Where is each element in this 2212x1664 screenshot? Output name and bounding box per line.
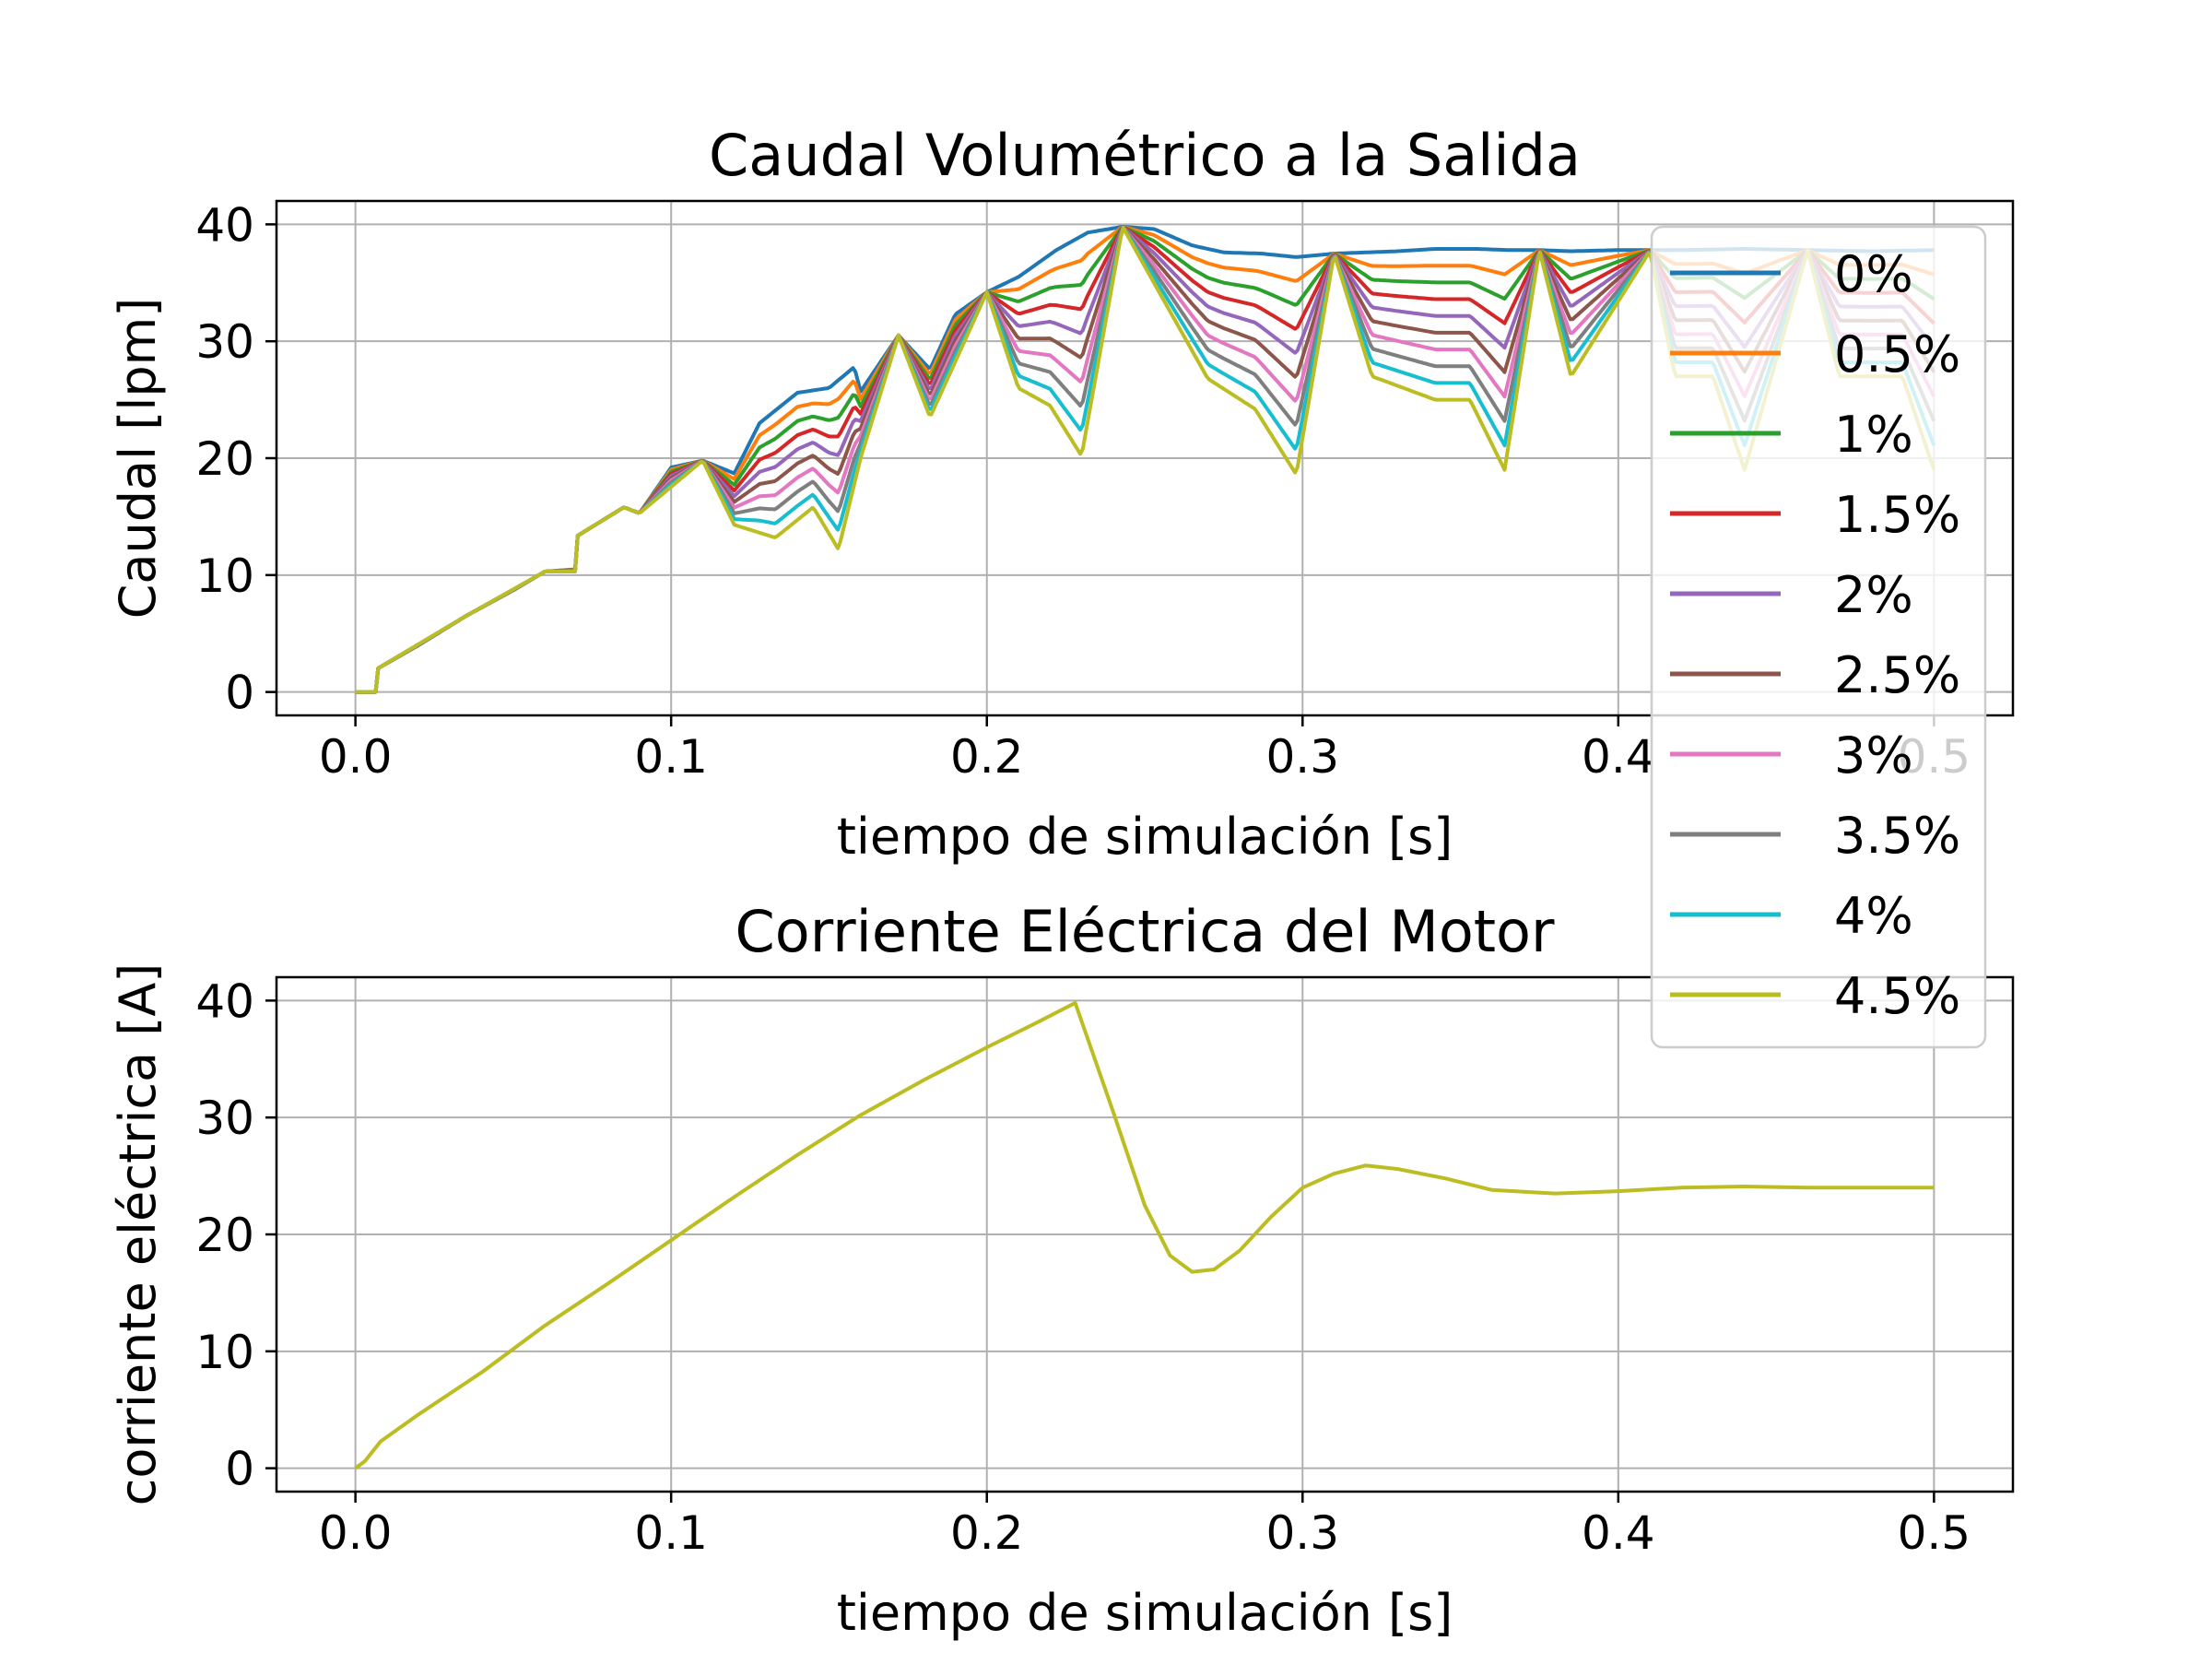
x-tick-label: 0.0 bbox=[319, 1506, 393, 1560]
x-tick-label: 0.2 bbox=[950, 1506, 1024, 1560]
x-tick-label: 0.0 bbox=[319, 730, 393, 784]
current-chart-title: Corriente Eléctrica del Motor bbox=[735, 898, 1555, 965]
current-ticks: 0.0 0.1 0.2 0.3 0.4 0.5 0 10 20 30 40 bbox=[195, 974, 1971, 1560]
x-tick-label: 0.4 bbox=[1582, 1506, 1655, 1560]
y-tick-label: 20 bbox=[195, 1209, 254, 1262]
y-tick-label: 0 bbox=[225, 1443, 254, 1496]
current-chart-panel: 0.0 0.1 0.2 0.3 0.4 0.5 0 10 20 30 40 Corriente El… bbox=[109, 898, 2015, 1642]
legend-label: 1% bbox=[1834, 406, 1913, 464]
y-tick-label: 10 bbox=[195, 1326, 254, 1379]
x-tick-label: 0.4 bbox=[1582, 730, 1655, 784]
legend-label: 3% bbox=[1834, 726, 1913, 785]
legend-label: 4.5% bbox=[1834, 967, 1960, 1025]
legend-label: 3.5% bbox=[1834, 807, 1960, 865]
flow-x-axis-label: tiempo de simulación [s] bbox=[837, 808, 1453, 866]
y-tick-label: 40 bbox=[195, 198, 254, 252]
current-grid bbox=[276, 977, 2013, 1492]
x-tick-label: 0.5 bbox=[1898, 1506, 1971, 1560]
y-tick-label: 30 bbox=[195, 315, 254, 369]
current-series-line bbox=[354, 1000, 1935, 1470]
flow-y-axis-label: Caudal [lpm] bbox=[109, 298, 167, 620]
y-tick-label: 30 bbox=[195, 1092, 254, 1145]
x-tick-label: 0.1 bbox=[634, 730, 708, 784]
y-tick-label: 40 bbox=[195, 974, 254, 1028]
y-tick-label: 10 bbox=[195, 549, 254, 603]
y-tick-label: 20 bbox=[195, 432, 254, 486]
legend-label: 2.5% bbox=[1834, 646, 1960, 704]
x-tick-label: 0.2 bbox=[950, 730, 1024, 784]
x-tick-label: 0.1 bbox=[634, 1506, 708, 1560]
x-tick-label: 0.3 bbox=[1266, 730, 1340, 784]
legend-label: 1.5% bbox=[1834, 486, 1960, 544]
y-tick-label: 0 bbox=[225, 667, 254, 720]
x-tick-label: 0.3 bbox=[1266, 1506, 1340, 1560]
current-x-axis-label: tiempo de simulación [s] bbox=[837, 1584, 1453, 1642]
legend-label: 4% bbox=[1834, 887, 1913, 945]
legend-label: 0.5% bbox=[1834, 325, 1960, 384]
current-y-axis-label: corriente eléctrica [A] bbox=[109, 963, 167, 1506]
flow-chart-title: Caudal Volumétrico a la Salida bbox=[709, 122, 1581, 189]
legend-label: 0% bbox=[1834, 245, 1913, 303]
legend-label: 2% bbox=[1834, 566, 1913, 624]
current-plot-area bbox=[354, 1000, 1935, 1470]
legend: 0% 0.5% 1% 1.5% 2% 2.5% 3% 3.5% 4% 4.5% bbox=[1650, 225, 1987, 1049]
